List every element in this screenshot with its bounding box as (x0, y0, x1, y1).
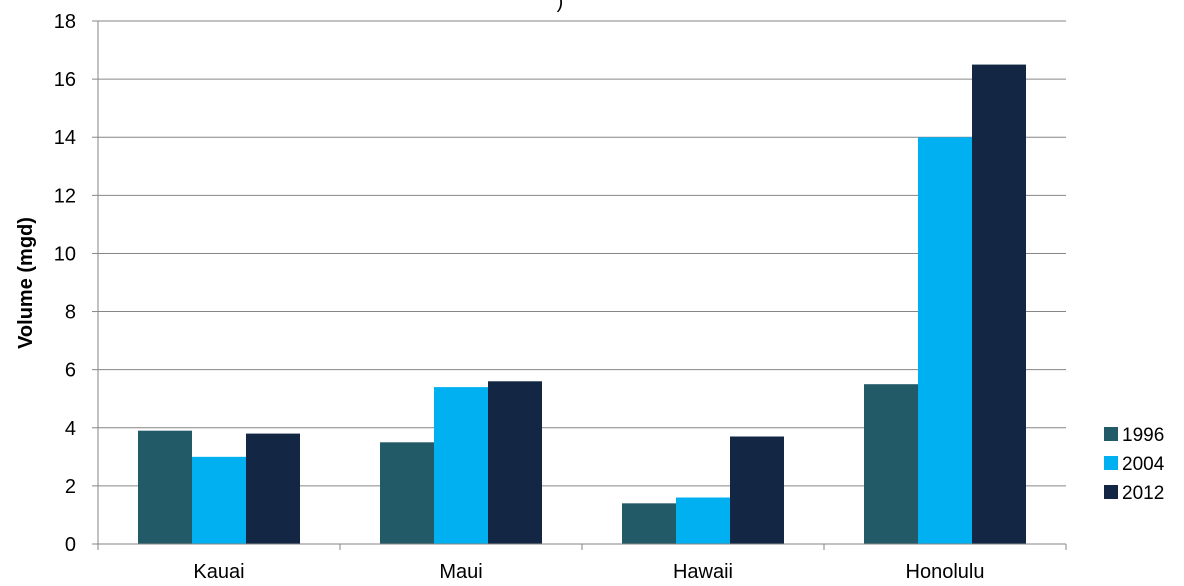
legend-label: 2004 (1122, 454, 1165, 475)
legend-swatch-1996 (1104, 427, 1118, 441)
y-tick-label: 4 (65, 418, 76, 440)
bar-2012-honolulu (972, 64, 1026, 544)
y-tick-label: 10 (54, 243, 76, 265)
bar-2012-kauai (246, 433, 300, 544)
bar-1996-hawaii (622, 503, 676, 544)
bar-1996-honolulu (864, 384, 918, 544)
y-tick-label: 2 (65, 476, 76, 498)
x-tick-label: Hawaii (673, 561, 733, 583)
y-tick-label: 0 (65, 534, 76, 556)
x-tick-label: Maui (439, 561, 482, 583)
legend-swatch-2004 (1104, 456, 1118, 470)
x-tick-label: Honolulu (906, 561, 985, 583)
x-tick-label: Kauai (193, 561, 244, 583)
y-tick-label: 12 (54, 185, 76, 207)
bar-2012-maui (488, 381, 542, 544)
bar-1996-maui (380, 442, 434, 544)
y-tick-labels: 0 2 4 6 8 10 12 14 16 18 (54, 11, 76, 556)
legend-label: 1996 (1122, 425, 1164, 446)
bar-2004-maui (434, 387, 488, 544)
chart-title-fragment: ) (557, 0, 564, 13)
legend: 1996 2004 2012 (1104, 425, 1165, 504)
bars (138, 64, 1026, 544)
bar-2004-hawaii (676, 497, 730, 544)
axes (97, 21, 1067, 550)
legend-label: 2012 (1122, 483, 1164, 504)
x-tick-labels: Kauai Maui Hawaii Honolulu (193, 561, 984, 583)
y-tick-label: 14 (54, 127, 76, 149)
bar-2012-hawaii (730, 436, 784, 544)
legend-swatch-2012 (1104, 485, 1118, 499)
bar-2004-honolulu (918, 137, 972, 544)
bar-2004-kauai (192, 456, 246, 544)
y-tick-label: 18 (54, 11, 76, 33)
y-tick-label: 6 (65, 360, 76, 382)
y-tick-label: 8 (65, 302, 76, 324)
y-tick-label: 16 (54, 69, 76, 91)
y-axis-title: Volume (mgd) (15, 217, 37, 349)
bar-1996-kauai (138, 430, 192, 544)
